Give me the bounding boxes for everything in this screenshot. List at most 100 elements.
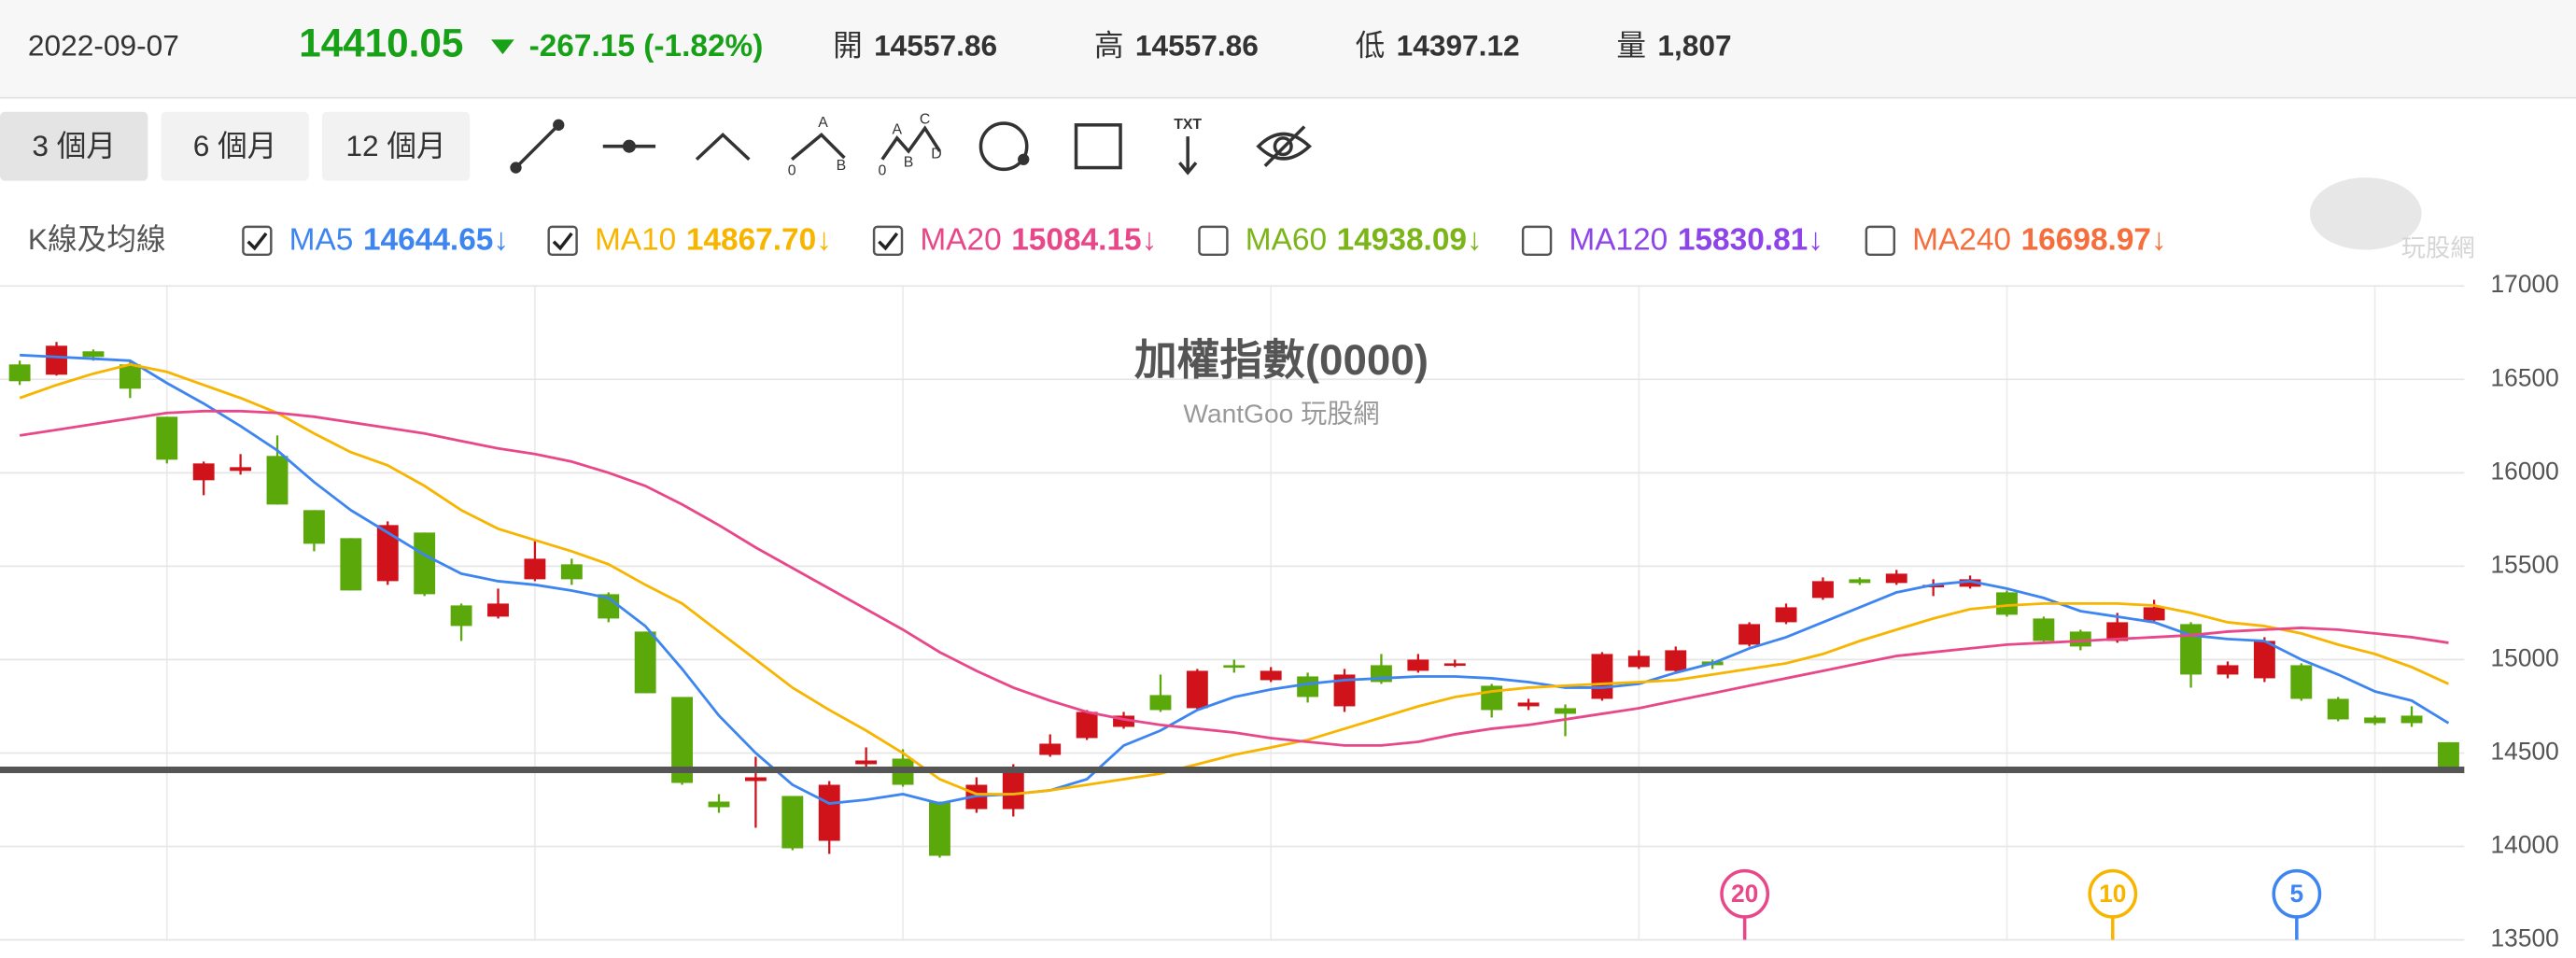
watermark-text: 玩股網 [2401,234,2475,262]
button-label: 3 個月 [32,129,116,162]
candle-body [46,345,67,375]
indicator-toggle[interactable]: MA10 14867.70↓ [547,223,832,258]
tool-text[interactable] [1178,136,1198,176]
checkbox [1521,225,1553,257]
indicator-name: MA5 [289,223,354,258]
stat-value: 14557.86 [1135,28,1259,62]
candle-body [82,351,105,358]
checkmark [246,232,268,251]
stat-value: 1,807 [1657,28,1731,62]
marker-label: 20 [1731,880,1758,908]
tool-labels: A 0 B C A B 0 D TXT [788,112,1203,179]
candle-body [2327,698,2349,720]
candle-body [2069,631,2091,647]
indicator-toggle[interactable]: MA5 14644.65↓ [242,223,509,258]
candle-body [1517,702,1540,707]
candle-body [156,416,178,460]
tool-abc[interactable] [790,132,846,162]
range-button[interactable]: 3 個月 [0,111,148,181]
ma-line [19,362,2450,796]
stat-value: 14397.12 [1397,28,1520,62]
indicator-name: MA240 [1912,223,2011,258]
checkmark [878,232,899,251]
candle-body [929,801,950,856]
indicator-label: MA20 15084.15↓ [920,223,1157,258]
indicator-toggle[interactable]: MA60 14938.09↓ [1198,223,1483,258]
candle-body [2253,641,2275,679]
candle-body [1627,655,1650,668]
stats: 開 14557.86 高 14557.86 低 14397.12 量 1,807 [833,28,1732,62]
indicator-toggle[interactable]: MA240 16698.97↓ [1865,223,2167,258]
indicator-value: 14867.70 [686,223,816,258]
candle-body [524,558,546,580]
candle-body [855,760,878,765]
indicator-name: MA120 [1569,223,1668,258]
candle-body [708,801,730,808]
button-bg [161,111,309,181]
candle-body [2290,665,2313,699]
tool-label: B [904,154,914,170]
indicator-trend: ↓ [1467,223,1483,258]
checkbox [872,225,904,257]
range-button[interactable]: 6 個月 [161,111,309,181]
tool-label: 0 [788,162,796,178]
indicator-value: 15830.81 [1678,223,1808,258]
indicator-label: MA5 14644.65↓ [289,223,509,258]
header-bar [0,0,2576,97]
marker-circle [2272,868,2322,919]
tool-circle[interactable] [978,121,1030,172]
candle-body [1407,659,1429,671]
candle-body [1039,743,1062,755]
tool-label: C [920,112,930,128]
tool-hline[interactable] [602,139,656,153]
tool-angle[interactable] [695,132,751,162]
indicator-toggle[interactable]: MA20 15084.15↓ [872,223,1157,258]
checkbox [1198,225,1229,257]
indicator-value: 14644.65 [363,223,493,258]
candle-body [1002,768,1024,810]
candle-body [303,510,325,544]
candle-body [2364,717,2386,724]
tool-rect[interactable] [1074,123,1122,170]
candle-body [1260,670,1282,681]
button-bg [321,111,471,181]
drawing-tools [510,119,1312,176]
ma-line [19,409,2449,747]
y-tick-label: 13500 [2491,924,2559,952]
candle-body [598,594,620,619]
candle-body [1959,579,1981,587]
checkmark [552,232,573,251]
tool-wave[interactable] [880,125,941,161]
tool-label: 0 [878,162,886,178]
stat-label: 高 [1094,28,1124,62]
marker-label: 10 [2099,880,2126,908]
candle-body [2438,741,2459,770]
indicator-trend: ↓ [2151,223,2167,258]
indicator-trend: ↓ [1142,223,1158,258]
indicator-name: MA60 [1246,223,1327,258]
plot: 13500 14000 14500 15000 15500 16000 16500 17000… [0,270,2559,952]
candle-body [560,564,583,580]
indicator-trend: ↓ [493,223,509,258]
candle-body [1186,670,1208,709]
candle-body [119,364,141,389]
stat-label: 量 [1616,28,1646,62]
indicator-toggle[interactable]: MA120 15830.81↓ [1521,223,1823,258]
y-tick-label: 15000 [2491,643,2559,671]
candle-body [2143,607,2165,621]
button-bg [0,111,148,181]
tool-hide[interactable] [1256,125,1312,168]
candle-body [2106,622,2129,641]
tool-line[interactable] [510,119,565,174]
candle-body [487,603,509,617]
price: 14410.05 [299,21,463,65]
chart-title: 加權指數(0000) [1134,336,1429,384]
indicator-label: MA10 14867.70↓ [595,223,832,258]
down-arrow [491,39,514,55]
candle-body [1149,695,1172,711]
candle-body [1775,607,1797,623]
candle-body [2217,665,2239,675]
range-button[interactable]: 12 個月 [321,111,471,181]
